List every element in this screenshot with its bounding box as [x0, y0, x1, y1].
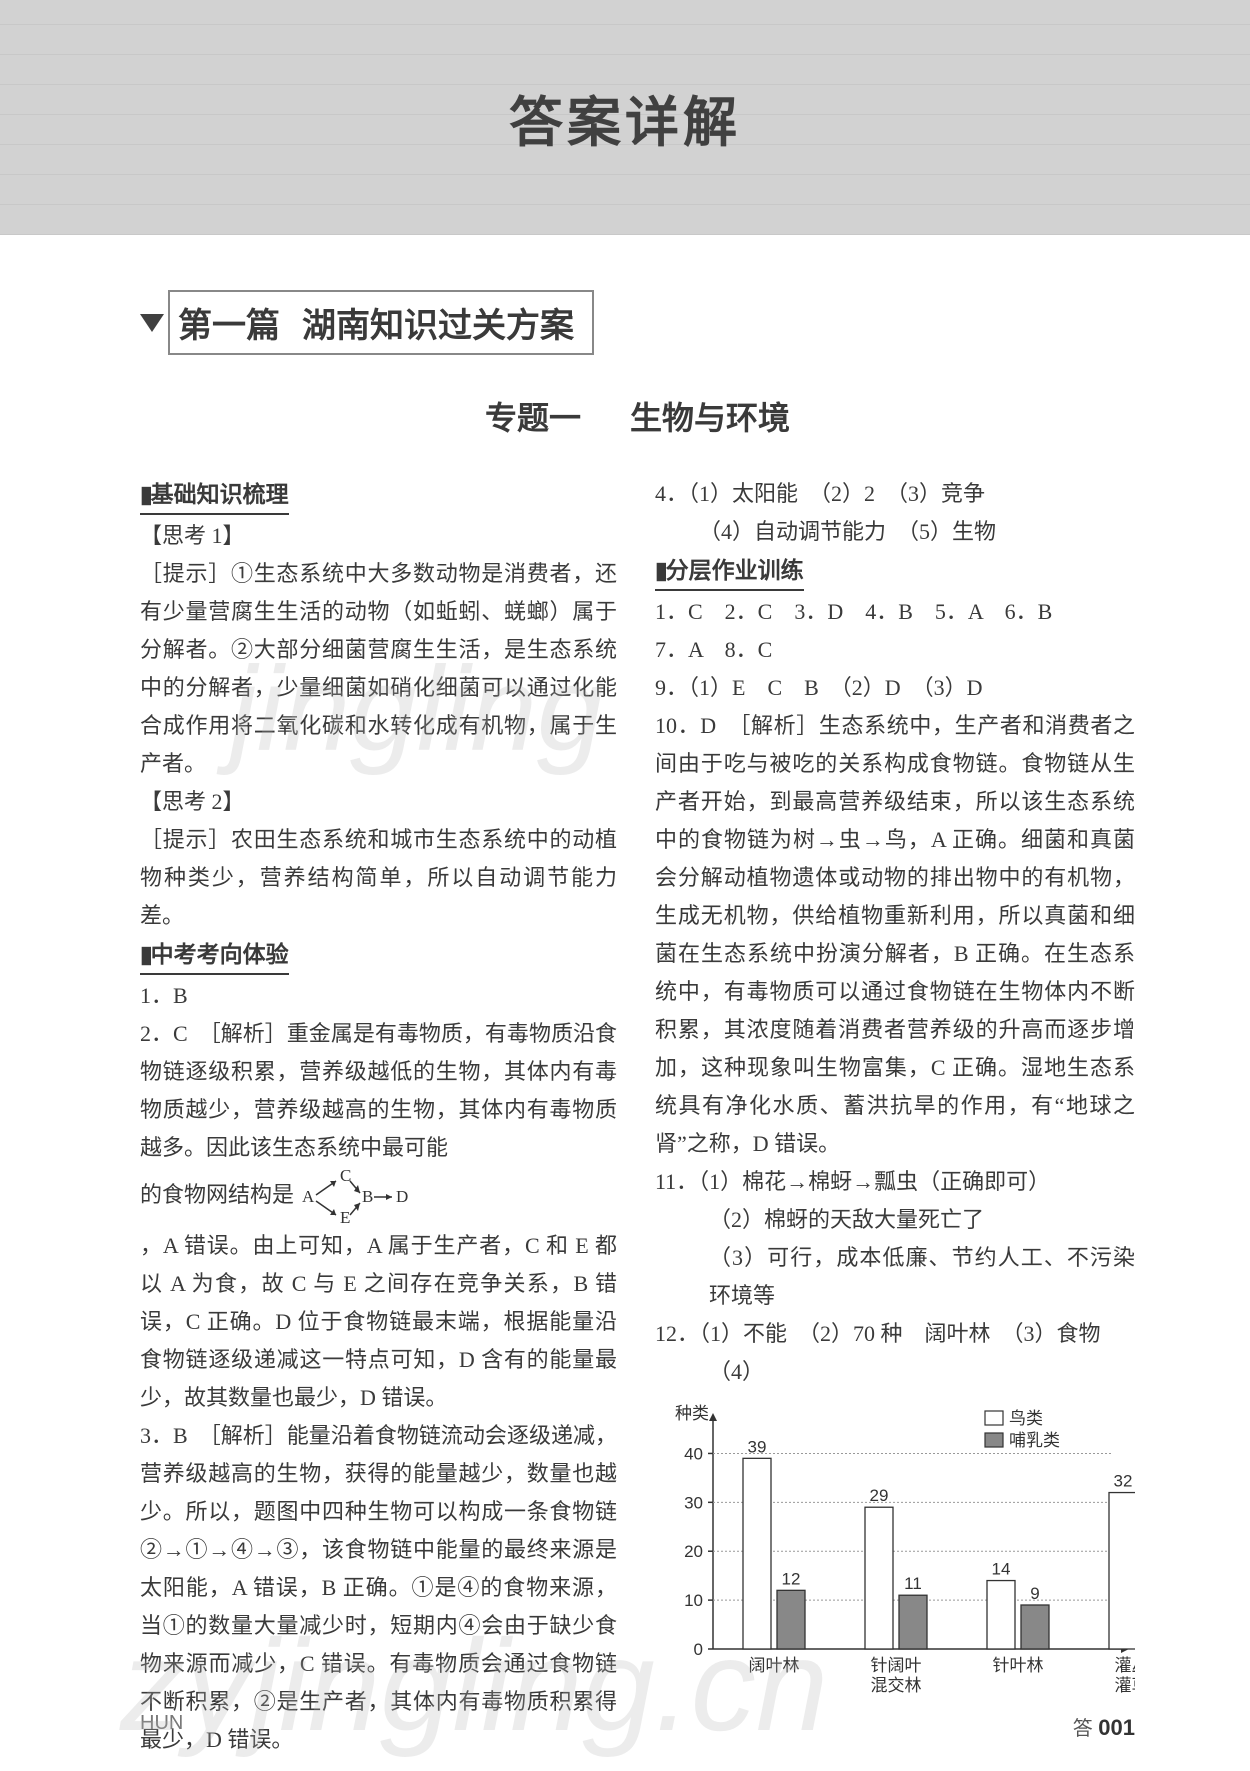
svg-text:12: 12 — [782, 1569, 801, 1588]
part-box: 第一篇 湖南知识过关方案 — [168, 290, 594, 355]
arrow-down-icon — [140, 314, 164, 332]
answer-q11-3: （3）可行，成本低廉、节约人工、不污染环境等 — [655, 1239, 1135, 1315]
left-column: 基础知识梳理 【思考 1】 ［提示］①生态系统中大多数动物是消费者，还有少量营腐… — [140, 475, 617, 1759]
svg-text:鸟类: 鸟类 — [1009, 1409, 1043, 1428]
think-2-label: 【思考 2】 — [140, 783, 617, 821]
svg-text:39: 39 — [748, 1437, 767, 1456]
svg-text:针叶林: 针叶林 — [993, 1656, 1044, 1675]
svg-text:种类: 种类 — [675, 1404, 709, 1423]
right-column: 4．（1）太阳能 （2）2 （3）竞争 （4）自动调节能力 （5）生物 分层作业… — [655, 475, 1135, 1759]
footer-page-number: 001 — [1098, 1715, 1135, 1740]
answer-q12-line2: （4） — [655, 1353, 1135, 1391]
answer-q11-1: 11．（1）棉花→棉蚜→瓢虫（正确即可） — [655, 1163, 1135, 1201]
part-number: 第一篇 — [178, 298, 280, 347]
svg-text:32: 32 — [1114, 1472, 1133, 1491]
answers-row-1: 1．C 2．C 3．D 4．B 5．A 6．B — [655, 593, 1135, 631]
section-heading-practice: 分层作业训练 — [655, 551, 804, 591]
answer-q2-part-b: 的食物网结构是 — [140, 1182, 294, 1207]
part-header: 第一篇 湖南知识过关方案 — [140, 290, 1135, 355]
node-e: E — [340, 1208, 350, 1227]
part-title: 湖南知识过关方案 — [302, 298, 574, 347]
svg-text:9: 9 — [1030, 1584, 1039, 1603]
topic-number: 专题一 — [485, 400, 581, 436]
node-b: B — [362, 1187, 373, 1206]
section-heading-exam: 中考考向体验 — [140, 935, 289, 975]
footer-page: 答 001 — [1073, 1712, 1135, 1741]
answer-q11-2: （2）棉蚜的天敌大量死亡了 — [655, 1201, 1135, 1239]
species-bar-chart: 种类 0 10 20 30 40 鸟类哺乳类 39 12 阔叶林 29 11 针阔叶混交林 14 9 针叶林 3… — [655, 1399, 1135, 1699]
svg-text:灌草丛: 灌草丛 — [1115, 1676, 1136, 1695]
answer-q10: 10．D ［解析］生态系统中，生产者和消费者之间由于吃与被吃的关系构成食物链。食… — [655, 707, 1135, 1163]
answer-q2-part-a: 2．C ［解析］重金属是有毒物质，有毒物质沿食物链逐级积累，营养级越低的生物，其… — [140, 1015, 617, 1167]
svg-text:30: 30 — [684, 1493, 703, 1512]
think-2-body: ［提示］农田生态系统和城市生态系统中的动植物种类少，营养结构简单，所以自动调节能… — [140, 821, 617, 935]
think-1-label: 【思考 1】 — [140, 517, 617, 555]
topic-header: 专题一 生物与环境 — [140, 393, 1135, 439]
topic-title: 生物与环境 — [630, 400, 790, 436]
node-c: C — [340, 1167, 351, 1185]
page-title: 答案详解 — [509, 78, 741, 157]
svg-text:针阔叶: 针阔叶 — [871, 1656, 922, 1675]
think-1-body: ［提示］①生态系统中大多数动物是消费者，还有少量营腐生生活的动物（如蚯蚓、蜣螂）… — [140, 555, 617, 783]
answer-q3: 3．B ［解析］能量沿着食物链流动会逐级递减，营养级越高的生物，获得的能量越少，… — [140, 1417, 617, 1759]
answers-row-2: 7．A 8．C — [655, 631, 1135, 669]
svg-text:混交林: 混交林 — [871, 1676, 922, 1695]
svg-text:29: 29 — [870, 1486, 889, 1505]
svg-text:阔叶林: 阔叶林 — [749, 1656, 800, 1675]
footer-region: HUN — [140, 1712, 183, 1741]
food-web-diagram: A C E B D — [300, 1167, 410, 1227]
svg-text:14: 14 — [992, 1560, 1011, 1579]
svg-text:灌丛和: 灌丛和 — [1115, 1656, 1136, 1675]
answer-q12-line1: 12．（1）不能 （2）70 种 阔叶林 （3）食物 — [655, 1315, 1135, 1353]
answer-q2-diagram-line: 的食物网结构是 A C E B D — [140, 1167, 617, 1227]
page-footer: HUN 答 001 — [0, 1712, 1250, 1741]
answer-q1: 1．B — [140, 977, 617, 1015]
answer-q4-line2: （4）自动调节能力 （5）生物 — [655, 513, 1135, 551]
section-heading-basics: 基础知识梳理 — [140, 475, 289, 515]
answer-q4-line1: 4．（1）太阳能 （2）2 （3）竞争 — [655, 475, 1135, 513]
node-d: D — [396, 1187, 408, 1206]
svg-text:10: 10 — [684, 1591, 703, 1610]
svg-text:40: 40 — [684, 1444, 703, 1463]
answer-q2-part-c: ，A 错误。由上可知，A 属于生产者，C 和 E 都以 A 为食，故 C 与 E… — [140, 1227, 617, 1417]
svg-text:20: 20 — [684, 1542, 703, 1561]
svg-text:11: 11 — [904, 1574, 922, 1593]
two-column-layout: 基础知识梳理 【思考 1】 ［提示］①生态系统中大多数动物是消费者，还有少量营腐… — [140, 475, 1135, 1759]
content-area: 第一篇 湖南知识过关方案 专题一 生物与环境 基础知识梳理 【思考 1】 ［提示… — [0, 235, 1250, 1759]
svg-text:哺乳类: 哺乳类 — [1009, 1431, 1060, 1450]
footer-page-label: 答 — [1073, 1718, 1093, 1740]
header-banner: 答案详解 — [0, 0, 1250, 235]
svg-text:0: 0 — [694, 1640, 703, 1659]
answer-q9: 9．（1）E C B （2）D （3）D — [655, 669, 1135, 707]
node-a: A — [302, 1187, 315, 1206]
